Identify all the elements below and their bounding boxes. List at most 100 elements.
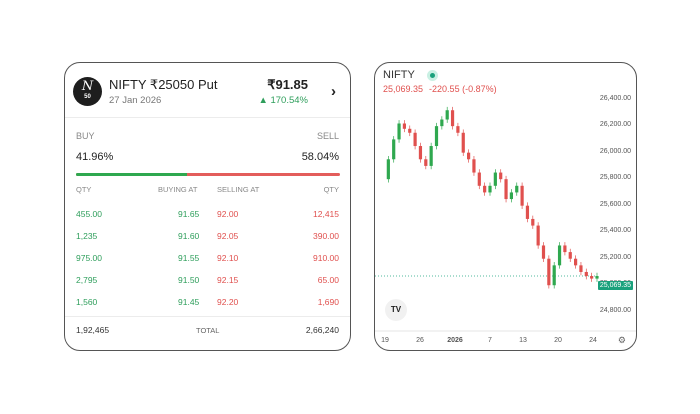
candle-body (584, 271, 588, 277)
header-bid-qty: QTY (76, 185, 92, 194)
candle-body (467, 152, 471, 160)
option-depth-card: N 50 NIFTY ₹25050 Put 27 Jan 2026 ₹91.85… (64, 62, 351, 351)
tradingview-logo: TV (385, 299, 407, 321)
candle-body (557, 245, 562, 266)
candle-body (413, 132, 417, 147)
header-selling-at: SELLING AT (217, 185, 260, 194)
candle-body (461, 132, 465, 153)
candle-body (477, 172, 481, 186)
ask-qty-cell: 65.00 (317, 275, 339, 285)
candle-body (509, 192, 513, 200)
nifty50-logo: N 50 (73, 77, 102, 106)
chart-symbol: NIFTY (383, 69, 415, 81)
candle-body (541, 245, 546, 259)
candle-body (579, 265, 583, 272)
y-tick-label: 25,800.00 (599, 174, 631, 182)
buy-label: BUY (76, 131, 95, 141)
price-change: -220.55 (-0.87%) (429, 84, 497, 94)
candle-body (424, 159, 428, 166)
candle-body (392, 139, 396, 160)
total-bid-qty: 1,92,465 (76, 325, 110, 335)
buy-percent: 41.96% (76, 151, 114, 163)
bid-qty-cell: 1,235 (76, 231, 98, 241)
candle-body (493, 172, 497, 186)
buy-ratio-fill (76, 173, 187, 176)
total-label: TOTAL (196, 326, 220, 335)
candle-body (434, 126, 439, 147)
bid-qty-cell: 455.00 (76, 209, 102, 219)
candle-body (397, 123, 401, 140)
candle-body (488, 185, 492, 193)
candle-body (536, 225, 540, 246)
bid-price-cell: 91.65 (178, 209, 200, 219)
chart-card: NIFTY 25,069.35 -220.55 (-0.87%) 26,400.0… (374, 62, 637, 351)
bid-price-cell: 91.45 (178, 297, 200, 307)
bid-price-cell: 91.55 (178, 253, 200, 263)
x-tick-label: 19 (381, 337, 389, 344)
ask-qty-cell: 390.00 (313, 231, 339, 241)
y-tick-label: 25,400.00 (599, 227, 631, 235)
candle-body (386, 159, 390, 180)
candle-body (440, 119, 444, 127)
bid-price-cell: 91.60 (178, 231, 200, 241)
y-tick-label: 26,200.00 (599, 121, 631, 129)
candle-body (483, 185, 487, 193)
header-ask-qty: QTY (323, 185, 339, 194)
candle-body (520, 185, 524, 206)
candle-body (531, 218, 535, 226)
candle-body (408, 128, 412, 133)
ask-price-cell: 92.20 (217, 297, 239, 307)
option-title: NIFTY ₹25050 Put (109, 77, 218, 92)
option-change: ▲ 170.54% (258, 95, 308, 106)
candle-body (515, 185, 519, 193)
candle-body (429, 146, 433, 166)
candle-body (450, 110, 455, 127)
current-price-tag: 25,069.35 (597, 281, 633, 290)
y-tick-label: 25,200.00 (599, 253, 631, 261)
divider (65, 316, 350, 317)
live-indicator-icon (427, 70, 438, 81)
x-tick-label: 7 (488, 337, 492, 344)
ask-qty-cell: 1,690 (317, 297, 339, 307)
ask-price-cell: 92.10 (217, 253, 239, 263)
total-ask-qty: 2,66,240 (305, 325, 339, 335)
ask-price-cell: 92.05 (217, 231, 239, 241)
candle-body (590, 276, 594, 279)
ask-price-cell: 92.00 (217, 209, 239, 219)
candle-body (547, 258, 551, 286)
last-price: 25,069.35 (383, 84, 424, 94)
price-chart[interactable] (375, 63, 637, 351)
ask-qty-cell: 12,415 (313, 209, 339, 219)
expiry-date: 27 Jan 2026 (109, 95, 162, 106)
settings-gear-icon[interactable]: ⚙ (617, 335, 626, 345)
candle-body (574, 258, 578, 266)
chevron-right-icon[interactable]: › (331, 83, 336, 100)
candle-body (445, 110, 449, 120)
candle-body (525, 205, 530, 219)
sell-label: SELL (316, 131, 339, 141)
bid-qty-cell: 2,795 (76, 275, 98, 285)
y-tick-label: 24,800.00 (599, 306, 631, 314)
y-tick-label: 26,400.00 (599, 94, 631, 102)
candle-body (563, 245, 567, 253)
bid-qty-cell: 975.00 (76, 253, 102, 263)
y-tick-label: 25,600.00 (599, 200, 631, 208)
candle-body (568, 252, 572, 259)
y-tick-label: 26,000.00 (599, 147, 631, 155)
ask-price-cell: 92.15 (217, 275, 239, 285)
x-tick-label: 13 (519, 337, 527, 344)
candle-body (552, 265, 556, 286)
ask-qty-cell: 910.00 (313, 253, 339, 263)
candle-body (418, 146, 423, 160)
candle-body (472, 159, 476, 173)
bid-qty-cell: 1,560 (76, 297, 98, 307)
x-tick-label: 24 (589, 337, 597, 344)
sell-percent: 58.04% (301, 151, 339, 163)
option-price: ₹91.85 (267, 77, 308, 92)
buy-sell-ratio-bar (76, 173, 340, 176)
candle-body (499, 172, 503, 180)
bid-price-cell: 91.50 (178, 275, 200, 285)
x-tick-label: 26 (416, 337, 424, 344)
candle-body (402, 123, 406, 129)
x-tick-label: 20 (554, 337, 562, 344)
